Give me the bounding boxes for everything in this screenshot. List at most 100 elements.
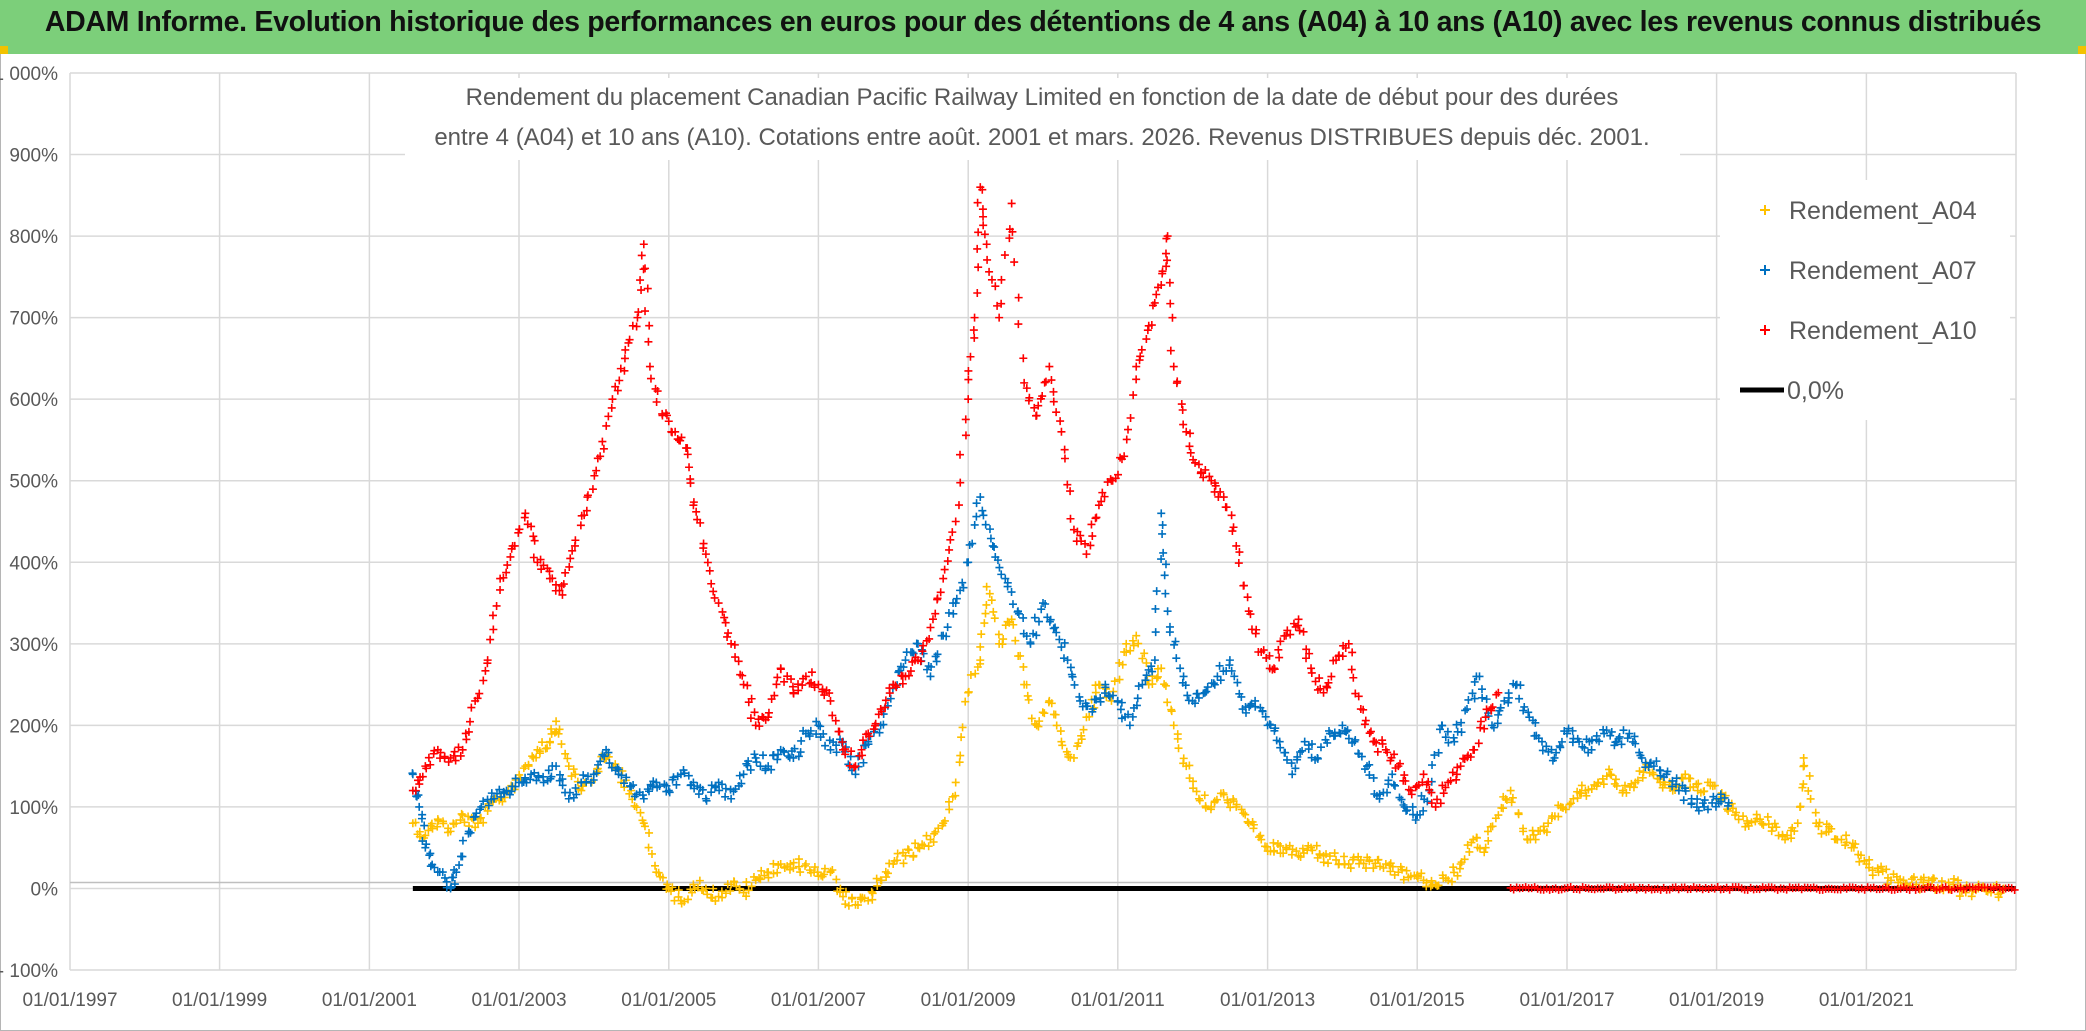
- data-point: [997, 570, 1006, 579]
- data-point: [1052, 408, 1061, 417]
- data-point: [1287, 759, 1296, 768]
- data-point: [943, 557, 952, 566]
- data-point: [1346, 864, 1355, 873]
- data-point: [1874, 868, 1883, 877]
- y-tick-label: 300%: [9, 635, 58, 656]
- data-point: [883, 869, 892, 878]
- data-point: [1577, 789, 1586, 798]
- data-point: [428, 824, 437, 833]
- data-point: [1148, 667, 1157, 676]
- data-point: [1101, 683, 1110, 692]
- data-point: [832, 875, 841, 884]
- data-point: [1286, 630, 1295, 639]
- data-point: [1798, 783, 1807, 792]
- data-point: [831, 716, 840, 725]
- data-point: [1463, 705, 1471, 714]
- data-point: [723, 632, 732, 641]
- data-point: [430, 863, 439, 872]
- data-point: [1108, 691, 1117, 700]
- data-point: [1447, 877, 1456, 886]
- data-point: [510, 541, 519, 550]
- data-point: [945, 797, 954, 806]
- data-point: [1360, 720, 1369, 729]
- data-point: [1487, 706, 1496, 715]
- data-point: [979, 212, 988, 221]
- data-point: [1258, 707, 1267, 716]
- data-point: [524, 760, 533, 769]
- data-point: [1227, 511, 1236, 520]
- data-point: [1422, 878, 1431, 887]
- banner: ADAM Informe. Evolution historique des p…: [0, 0, 2086, 54]
- data-point: [1401, 777, 1410, 786]
- data-point: [1759, 820, 1768, 829]
- data-point: [742, 892, 751, 901]
- data-point: [1483, 827, 1492, 836]
- data-point: [891, 681, 900, 690]
- data-point: [412, 792, 421, 801]
- data-point: [1929, 874, 1938, 883]
- data-point: [1063, 480, 1072, 489]
- data-point: [1431, 802, 1440, 811]
- data-point: [1047, 699, 1056, 708]
- data-point: [1538, 746, 1547, 755]
- data-point: [923, 665, 932, 674]
- data-point: [1357, 752, 1366, 761]
- data-point: [458, 745, 467, 754]
- data-point: [913, 639, 922, 648]
- data-point: [1403, 806, 1412, 815]
- data-point: [1531, 835, 1540, 844]
- data-point: [1160, 571, 1169, 580]
- data-point: [564, 794, 573, 803]
- data-point: [639, 240, 648, 249]
- data-point: [832, 748, 841, 757]
- data-point: [710, 593, 719, 602]
- data-point: [1877, 862, 1886, 871]
- data-point: [1133, 694, 1142, 703]
- data-point: [1396, 862, 1405, 871]
- data-point: [564, 762, 573, 771]
- data-point: [743, 681, 752, 690]
- data-point: [1434, 748, 1443, 757]
- data-point: [1620, 781, 1629, 790]
- data-point: [1216, 676, 1225, 685]
- data-point: [1606, 770, 1615, 779]
- data-point: [1195, 796, 1204, 805]
- data-point: [563, 754, 572, 763]
- data-point: [1686, 774, 1695, 783]
- y-tick-label: 500%: [9, 472, 58, 493]
- data-point: [552, 717, 561, 726]
- data-point: [1790, 827, 1799, 836]
- data-point: [982, 240, 991, 249]
- data-point: [995, 313, 1004, 322]
- data-point: [964, 395, 973, 404]
- data-point: [1161, 589, 1170, 598]
- data-point: [877, 707, 886, 716]
- data-point: [555, 725, 564, 734]
- data-point: [776, 859, 785, 868]
- data-point: [425, 851, 434, 860]
- data-point: [1122, 435, 1131, 444]
- data-point: [555, 586, 564, 595]
- data-point: [639, 794, 648, 803]
- data-point: [1026, 639, 1035, 648]
- data-point: [1185, 442, 1194, 451]
- data-point: [1088, 532, 1097, 541]
- data-point: [701, 884, 710, 893]
- data-point: [1323, 738, 1332, 747]
- data-point: [1157, 555, 1166, 564]
- data-point: [1519, 827, 1528, 836]
- data-point: [1656, 771, 1665, 780]
- data-point: [1787, 834, 1796, 843]
- data-point: [582, 777, 591, 786]
- data-point: [565, 562, 574, 571]
- data-point: [966, 670, 975, 679]
- data-point: [1167, 707, 1176, 716]
- data-point: [871, 719, 880, 728]
- data-point: [539, 778, 548, 787]
- data-point: [489, 794, 498, 803]
- data-point: [1464, 695, 1473, 704]
- data-point: [557, 740, 566, 749]
- data-point: [801, 672, 810, 681]
- banner-corner-right: [2078, 46, 2086, 54]
- data-point: [498, 797, 507, 806]
